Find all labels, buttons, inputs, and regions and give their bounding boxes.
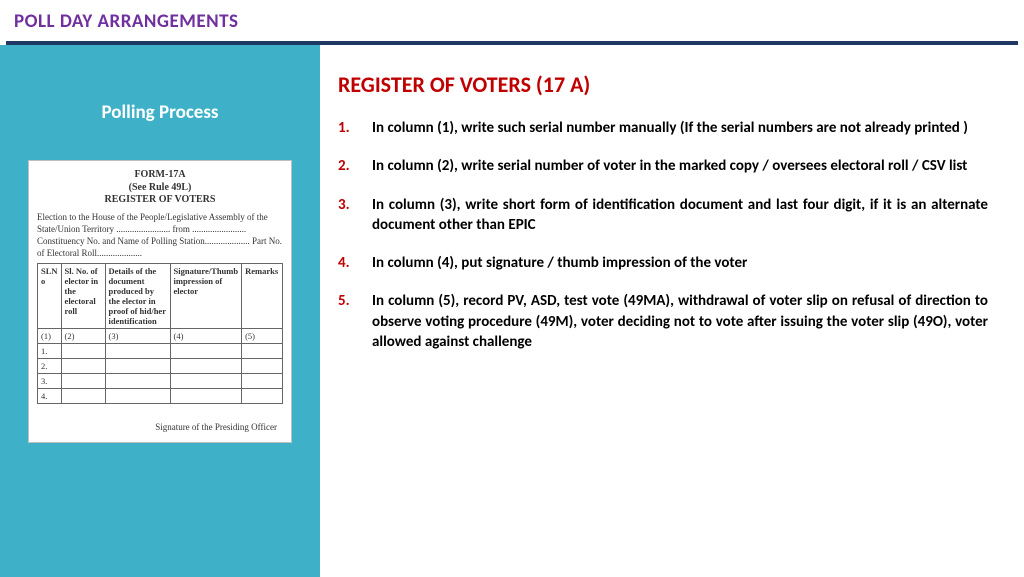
rownum: 1. — [38, 344, 62, 359]
rownum: 2. — [38, 359, 62, 374]
page-title: POLL DAY ARRANGEMENTS — [0, 0, 1024, 41]
list-item: In column (4), put signature / thumb imp… — [338, 253, 988, 273]
form-17a-card: FORM-17A (See Rule 49L) REGISTER OF VOTE… — [28, 160, 292, 443]
list-item: In column (5), record PV, ASD, test vote… — [338, 291, 988, 352]
list-item: In column (3), write short form of ident… — [338, 195, 988, 236]
form-table: SLN o Sl. No. of elector in the electora… — [37, 263, 283, 404]
form-intro: Election to the House of the People/Legi… — [37, 211, 283, 260]
colnum-4: (4) — [170, 329, 242, 344]
colnum-1: (1) — [38, 329, 62, 344]
table-row: 3. — [38, 374, 283, 389]
list-item: In column (2), write serial number of vo… — [338, 156, 988, 176]
colnum-2: (2) — [61, 329, 105, 344]
table-header-row: SLN o Sl. No. of elector in the electora… — [38, 264, 283, 329]
colnum-3: (3) — [105, 329, 170, 344]
sidebar-title: Polling Process — [101, 101, 218, 124]
col-head-1: SLN o — [38, 264, 62, 329]
sidebar: Polling Process FORM-17A (See Rule 49L) … — [0, 45, 320, 577]
main-panel: REGISTER OF VOTERS (17 A) In column (1),… — [320, 45, 1024, 577]
colnum-5: (5) — [242, 329, 283, 344]
list-item: In column (1), write such serial number … — [338, 118, 988, 138]
form-heading: FORM-17A (See Rule 49L) REGISTER OF VOTE… — [37, 169, 283, 207]
form-heading-l3: REGISTER OF VOTERS — [37, 194, 283, 207]
form-heading-l1: FORM-17A — [37, 169, 283, 182]
table-colnum-row: (1) (2) (3) (4) (5) — [38, 329, 283, 344]
table-row: 4. — [38, 389, 283, 404]
form-heading-l2: (See Rule 49L) — [37, 182, 283, 195]
col-head-3: Details of the document produced by the … — [105, 264, 170, 329]
rownum: 3. — [38, 374, 62, 389]
rownum: 4. — [38, 389, 62, 404]
col-head-5: Remarks — [242, 264, 283, 329]
col-head-4: Signature/Thumb impression of elector — [170, 264, 242, 329]
signature-line: Signature of the Presiding Officer — [37, 422, 283, 432]
content-row: Polling Process FORM-17A (See Rule 49L) … — [0, 45, 1024, 577]
main-title: REGISTER OF VOTERS (17 A) — [338, 71, 988, 98]
table-row: 1. — [38, 344, 283, 359]
table-row: 2. — [38, 359, 283, 374]
instruction-list: In column (1), write such serial number … — [338, 118, 988, 352]
col-head-2: Sl. No. of elector in the electoral roll — [61, 264, 105, 329]
